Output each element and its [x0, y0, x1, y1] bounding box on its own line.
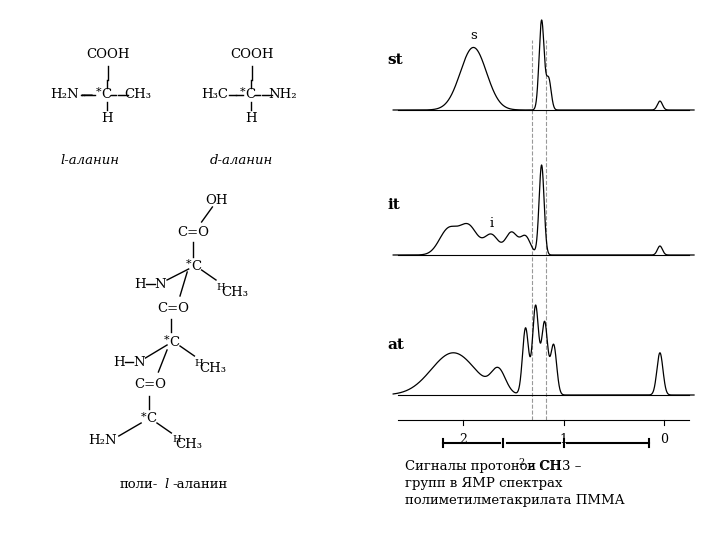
- Text: Сигналы протонов СН: Сигналы протонов СН: [405, 460, 560, 473]
- Text: 1: 1: [559, 433, 567, 446]
- Text: H: H: [216, 282, 225, 292]
- Text: N: N: [133, 355, 145, 368]
- Text: поли-: поли-: [120, 478, 158, 491]
- Text: C=O: C=O: [177, 226, 209, 239]
- Text: *: *: [141, 412, 147, 422]
- Text: l: l: [164, 478, 168, 491]
- Text: l-аланин: l-аланин: [60, 153, 120, 166]
- Text: CH₃: CH₃: [199, 361, 227, 375]
- Text: NH₂: NH₂: [268, 89, 297, 102]
- Text: H: H: [194, 359, 203, 368]
- Text: COOH: COOH: [230, 49, 274, 62]
- Text: CH₃: CH₃: [175, 438, 202, 451]
- Text: *: *: [186, 259, 192, 269]
- Text: групп в ЯМР спектрах: групп в ЯМР спектрах: [405, 477, 562, 490]
- Text: H: H: [172, 435, 181, 444]
- Text: C=O: C=O: [134, 379, 166, 392]
- Text: H: H: [113, 355, 125, 368]
- Text: H₃C: H₃C: [201, 89, 228, 102]
- Text: d-аланин: d-аланин: [210, 153, 273, 166]
- Text: C: C: [191, 260, 201, 273]
- Text: -аланин: -аланин: [173, 478, 228, 491]
- Text: *: *: [96, 87, 102, 97]
- Text: C: C: [246, 89, 256, 102]
- Text: CH₃: CH₃: [221, 286, 248, 299]
- Text: полиметилметакрилата ПММА: полиметилметакрилата ПММА: [405, 494, 624, 507]
- Text: i: i: [490, 217, 493, 230]
- Text: C: C: [146, 413, 156, 426]
- Text: N: N: [155, 278, 166, 291]
- Text: H₂N: H₂N: [50, 89, 79, 102]
- Text: и СН3 –: и СН3 –: [523, 460, 582, 473]
- Text: at: at: [387, 338, 404, 352]
- Text: H: H: [101, 111, 112, 125]
- Text: st: st: [387, 53, 403, 67]
- Text: H: H: [245, 111, 256, 125]
- Text: 2: 2: [459, 433, 467, 446]
- Text: s: s: [470, 30, 477, 43]
- Text: CH₃: CH₃: [125, 89, 152, 102]
- Text: *: *: [240, 87, 246, 97]
- Text: 0: 0: [660, 433, 668, 446]
- Text: 2: 2: [518, 458, 525, 467]
- Text: *: *: [164, 335, 170, 345]
- Text: C: C: [169, 335, 179, 348]
- Text: H: H: [135, 278, 146, 291]
- Text: OH: OH: [204, 193, 228, 206]
- Text: C: C: [102, 89, 112, 102]
- Text: it: it: [387, 198, 400, 212]
- Text: H₂N: H₂N: [89, 434, 117, 447]
- Text: COOH: COOH: [86, 49, 130, 62]
- Text: C=O: C=O: [157, 301, 189, 314]
